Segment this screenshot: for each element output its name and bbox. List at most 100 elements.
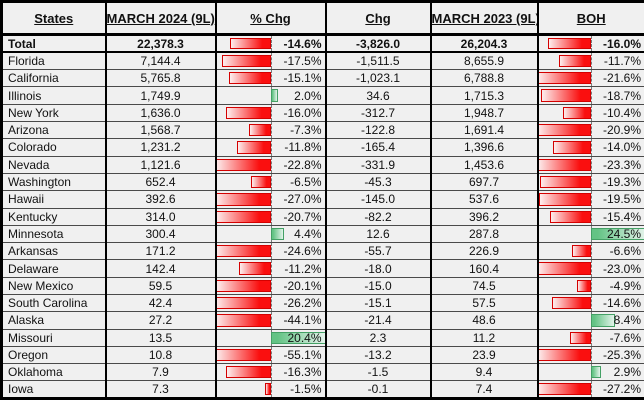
chg-cell[interactable]: -21.4 — [325, 311, 432, 330]
pct-chg-cell[interactable]: 20.4% — [215, 329, 327, 347]
chg-cell[interactable]: -1,511.5 — [325, 52, 432, 71]
boh-cell[interactable]: -23.3% — [537, 156, 644, 174]
march-2024-cell[interactable]: 300.4 — [105, 225, 217, 244]
march-2023-cell[interactable]: 74.5 — [430, 277, 539, 296]
state-cell[interactable]: Hawaii — [1, 190, 107, 209]
chg-cell[interactable]: -18.0 — [325, 259, 432, 278]
march-2024-cell[interactable]: 13.5 — [105, 329, 217, 347]
march-2024-cell[interactable]: 59.5 — [105, 277, 217, 296]
boh-cell[interactable]: -4.9% — [537, 277, 644, 296]
pct-chg-cell[interactable]: -44.1% — [215, 311, 327, 330]
march-2024-cell[interactable]: 142.4 — [105, 259, 217, 278]
march-2024-cell[interactable]: 314.0 — [105, 208, 217, 226]
boh-cell[interactable]: -18.7% — [537, 86, 644, 105]
march-2023-cell[interactable]: 26,204.3 — [430, 34, 539, 54]
march-2024-cell[interactable]: 1,121.6 — [105, 156, 217, 174]
chg-cell[interactable]: 34.6 — [325, 86, 432, 105]
state-cell[interactable]: Arizona — [1, 121, 107, 140]
march-2024-cell[interactable]: 27.2 — [105, 311, 217, 330]
state-cell[interactable]: New York — [1, 104, 107, 123]
boh-cell[interactable]: 24.5% — [537, 225, 644, 244]
march-2023-cell[interactable]: 9.4 — [430, 363, 539, 382]
march-2023-cell[interactable]: 287.8 — [430, 225, 539, 244]
chg-cell[interactable]: -122.8 — [325, 121, 432, 140]
march-2024-cell[interactable]: 652.4 — [105, 173, 217, 192]
boh-cell[interactable]: -14.0% — [537, 138, 644, 157]
chg-cell[interactable]: -45.3 — [325, 173, 432, 192]
chg-cell[interactable]: -13.2 — [325, 346, 432, 365]
boh-cell[interactable]: 8.4% — [537, 311, 644, 330]
header-march-2024[interactable]: MARCH 2024 (9L) — [105, 1, 217, 36]
march-2024-cell[interactable]: 42.4 — [105, 294, 217, 313]
march-2024-cell[interactable]: 7,144.4 — [105, 52, 217, 71]
state-cell[interactable]: Oregon — [1, 346, 107, 365]
march-2024-cell[interactable]: 171.2 — [105, 242, 217, 261]
march-2023-cell[interactable]: 160.4 — [430, 259, 539, 278]
pct-chg-cell[interactable]: -26.2% — [215, 294, 327, 313]
state-cell[interactable]: Kentucky — [1, 208, 107, 226]
boh-cell[interactable]: -19.3% — [537, 173, 644, 192]
boh-cell[interactable]: -27.2% — [537, 381, 644, 399]
header-march-2023[interactable]: MARCH 2023 (9L) — [430, 1, 539, 36]
boh-cell[interactable]: -15.4% — [537, 208, 644, 226]
state-cell[interactable]: South Carolina — [1, 294, 107, 313]
header-states[interactable]: States — [1, 1, 107, 36]
pct-chg-cell[interactable]: -16.3% — [215, 363, 327, 382]
boh-cell[interactable]: -6.6% — [537, 242, 644, 261]
march-2023-cell[interactable]: 7.4 — [430, 380, 539, 399]
march-2024-cell[interactable]: 392.6 — [105, 190, 217, 209]
pct-chg-cell[interactable]: -7.3% — [215, 121, 327, 140]
boh-cell[interactable]: -7.6% — [537, 329, 644, 347]
march-2023-cell[interactable]: 23.9 — [430, 346, 539, 365]
chg-cell[interactable]: -15.1 — [325, 294, 432, 313]
state-cell[interactable]: Florida — [1, 52, 107, 71]
march-2023-cell[interactable]: 1,691.4 — [430, 121, 539, 140]
chg-cell[interactable]: 2.3 — [325, 329, 432, 347]
pct-chg-cell[interactable]: 2.0% — [215, 86, 327, 105]
march-2024-cell[interactable]: 22,378.3 — [105, 34, 217, 54]
pct-chg-cell[interactable]: -15.1% — [215, 69, 327, 88]
state-cell[interactable]: New Mexico — [1, 277, 107, 296]
chg-cell[interactable]: 12.6 — [325, 225, 432, 244]
boh-cell[interactable]: -25.3% — [537, 346, 644, 365]
march-2023-cell[interactable]: 697.7 — [430, 173, 539, 192]
chg-cell[interactable]: -55.7 — [325, 242, 432, 261]
pct-chg-cell[interactable]: -16.0% — [215, 104, 327, 123]
boh-cell[interactable]: -20.9% — [537, 121, 644, 140]
header-boh[interactable]: BOH — [537, 1, 644, 36]
chg-cell[interactable]: -1,023.1 — [325, 69, 432, 88]
state-cell[interactable]: Illinois — [1, 86, 107, 105]
pct-chg-cell[interactable]: -55.1% — [215, 346, 327, 365]
chg-cell[interactable]: -145.0 — [325, 190, 432, 209]
march-2023-cell[interactable]: 8,655.9 — [430, 52, 539, 71]
pct-chg-cell[interactable]: -27.0% — [215, 190, 327, 209]
march-2023-cell[interactable]: 1,396.6 — [430, 138, 539, 157]
state-cell[interactable]: Iowa — [1, 380, 107, 399]
march-2023-cell[interactable]: 396.2 — [430, 208, 539, 226]
boh-cell[interactable]: -23.0% — [537, 259, 644, 278]
pct-chg-cell[interactable]: -11.8% — [215, 138, 327, 157]
march-2023-cell[interactable]: 226.9 — [430, 242, 539, 261]
march-2023-cell[interactable]: 1,453.6 — [430, 156, 539, 174]
march-2024-cell[interactable]: 7.3 — [105, 380, 217, 399]
state-cell[interactable]: Oklahoma — [1, 363, 107, 382]
pct-chg-cell[interactable]: -22.8% — [215, 156, 327, 174]
pct-chg-cell[interactable]: -11.2% — [215, 259, 327, 278]
boh-cell[interactable]: -16.0% — [537, 34, 644, 54]
march-2023-cell[interactable]: 57.5 — [430, 294, 539, 313]
chg-cell[interactable]: -15.0 — [325, 277, 432, 296]
march-2024-cell[interactable]: 7.9 — [105, 363, 217, 382]
pct-chg-cell[interactable]: -6.5% — [215, 173, 327, 192]
pct-chg-cell[interactable]: -20.7% — [215, 208, 327, 226]
march-2023-cell[interactable]: 537.6 — [430, 190, 539, 209]
boh-cell[interactable]: -10.4% — [537, 104, 644, 123]
march-2023-cell[interactable]: 11.2 — [430, 329, 539, 347]
pct-chg-cell[interactable]: -14.6% — [215, 34, 327, 54]
march-2023-cell[interactable]: 6,788.8 — [430, 69, 539, 88]
march-2023-cell[interactable]: 1,948.7 — [430, 104, 539, 123]
chg-cell[interactable]: -1.5 — [325, 363, 432, 382]
state-cell[interactable]: Arkansas — [1, 242, 107, 261]
march-2024-cell[interactable]: 1,749.9 — [105, 86, 217, 105]
state-cell[interactable]: Nevada — [1, 156, 107, 174]
boh-cell[interactable]: -19.5% — [537, 190, 644, 209]
